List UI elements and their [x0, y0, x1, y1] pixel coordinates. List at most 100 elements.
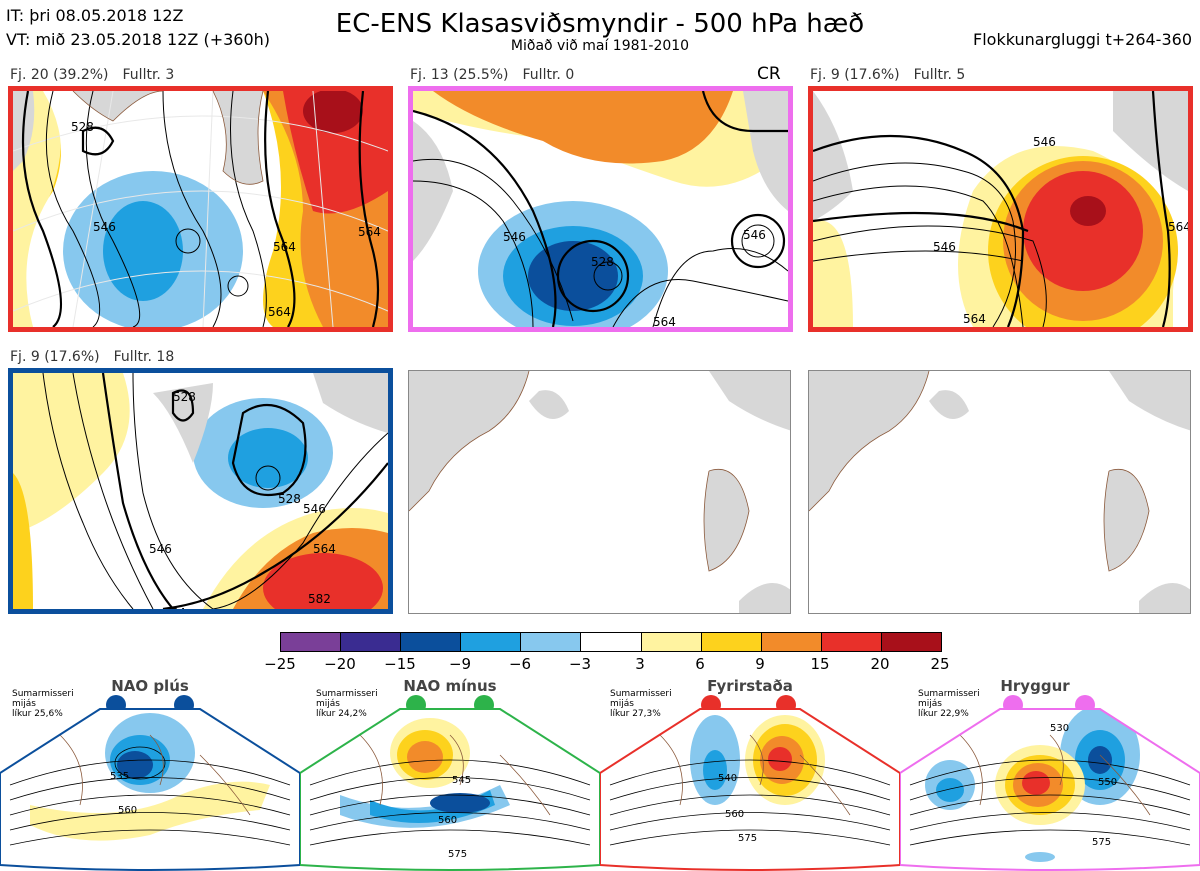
empty-map-5	[408, 370, 791, 614]
regime-prob: líkur 24,2%	[316, 709, 367, 719]
contour-label: 546	[303, 502, 326, 516]
contour-label: 564	[163, 606, 186, 609]
colorbar-cell	[821, 633, 882, 651]
cluster-2-map: 528 546 546 564	[408, 86, 793, 332]
cluster-2-label: Fj. 13 (25.5%) Fulltr. 0	[410, 67, 588, 83]
colorbar-cell	[761, 633, 822, 651]
regime-mean: mijás	[12, 699, 36, 709]
colorbar-tick: −20	[324, 655, 356, 673]
contour-label: 582	[308, 592, 331, 606]
colorbar-cell	[641, 633, 702, 651]
colorbar-tick: −3	[568, 655, 592, 673]
regime-map: 535 560	[0, 708, 300, 871]
contour-label: 528	[173, 390, 196, 404]
contour-label: 564	[653, 315, 676, 327]
colorbar-tick: −9	[448, 655, 472, 673]
contour-label: 575	[448, 849, 467, 860]
regime-season: Sumarmisseri	[918, 689, 980, 699]
contour-label: 530	[1050, 723, 1069, 734]
cluster-4-map: 528 528 546 546 564 564 582	[8, 368, 393, 614]
contour-label: 564	[313, 542, 336, 556]
contour-label: 564	[1168, 220, 1188, 234]
colorbar	[280, 632, 942, 652]
colorbar-cell	[521, 633, 582, 651]
contour-label: 546	[933, 240, 956, 254]
cluster-2-rep: Fulltr. 0	[522, 67, 575, 83]
regime-title: Fyrirstaða	[707, 677, 793, 695]
regime-prob: líkur 27,3%	[610, 709, 661, 719]
contour-label: 546	[93, 220, 116, 234]
cluster-1-count: Fj. 20 (39.2%)	[10, 67, 109, 83]
colorbar-tick: 9	[755, 655, 765, 673]
page-title: EC-ENS Klasasviðsmyndir - 500 hPa hæð	[335, 9, 865, 39]
contour-label: 540	[718, 773, 737, 784]
regime-info: Sumarmisseri mijás líkur 24,2%	[316, 689, 378, 719]
contour-label: 575	[738, 833, 757, 844]
regime-map: 530 550 575	[900, 708, 1200, 871]
regime-mean: mijás	[316, 699, 340, 709]
init-time: IT: þri 08.05.2018 12Z	[6, 6, 184, 25]
contour-label: 560	[438, 815, 457, 826]
page-subtitle: Miðað við maí 1981-2010	[510, 38, 690, 54]
cluster-2-tag: CR	[757, 64, 781, 84]
colorbar-cell	[581, 633, 642, 651]
regime-info: Sumarmisseri mijás líkur 22,9%	[918, 689, 980, 719]
cluster-1-label: Fj. 20 (39.2%) Fulltr. 3	[10, 67, 188, 83]
cluster-2-count: Fj. 13 (25.5%)	[410, 67, 509, 83]
colorbar-cell	[461, 633, 522, 651]
regime-season: Sumarmisseri	[12, 689, 74, 699]
empty-map-6	[808, 370, 1191, 614]
regime-prob: líkur 25,6%	[12, 709, 63, 719]
contour-label: 564	[358, 225, 381, 239]
regime-nao-plus: NAO plús Sumarmisseri mijás líkur 25,6% …	[0, 675, 300, 871]
contour-label: 564	[963, 312, 986, 326]
contour-label: 564	[273, 240, 296, 254]
colorbar-cell	[341, 633, 402, 651]
contour-label: 546	[149, 542, 172, 556]
regime-ridge: Hryggur Sumarmisseri mijás líkur 22,9%	[900, 675, 1200, 871]
contour-label: 528	[278, 492, 301, 506]
colorbar-cell	[881, 633, 942, 651]
colorbar-cell	[701, 633, 762, 651]
colorbar-cell	[401, 633, 462, 651]
colorbar-tick: 6	[695, 655, 705, 673]
cluster-3-rep: Fulltr. 5	[913, 67, 966, 83]
regime-blocking: Fyrirstaða Sumarmisseri mijás líkur 27,3…	[600, 675, 900, 871]
contour-label: 550	[1098, 777, 1117, 788]
regime-season: Sumarmisseri	[610, 689, 672, 699]
cluster-4-count: Fj. 9 (17.6%)	[10, 349, 100, 365]
regime-title: NAO plús	[111, 677, 189, 695]
contour-label: 528	[591, 255, 614, 269]
regime-mean: mijás	[918, 699, 942, 709]
cluster-4-label: Fj. 9 (17.6%) Fulltr. 18	[10, 349, 188, 365]
colorbar-cell	[281, 633, 342, 651]
colorbar-tick: 25	[930, 655, 950, 673]
regime-nao-minus: NAO mínus Sumarmisseri mijás líkur 24,2%	[300, 675, 600, 871]
cluster-3-label: Fj. 9 (17.6%) Fulltr. 5	[810, 67, 979, 83]
contour-label: 560	[118, 805, 137, 816]
colorbar-tick: 15	[810, 655, 830, 673]
colorbar-tick: −25	[264, 655, 296, 673]
contour-label: 575	[1092, 837, 1111, 848]
colorbar-tick: −15	[384, 655, 416, 673]
regime-season: Sumarmisseri	[316, 689, 378, 699]
contour-label: 546	[743, 228, 766, 242]
contour-label: 546	[1033, 135, 1056, 149]
regime-info: Sumarmisseri mijás líkur 25,6%	[12, 689, 74, 719]
cluster-1-rep: Fulltr. 3	[122, 67, 175, 83]
cluster-4-rep: Fulltr. 18	[113, 349, 175, 365]
regime-map: 540 560 575	[600, 708, 900, 871]
contour-label: 528	[71, 120, 94, 134]
contour-label: 560	[725, 809, 744, 820]
contour-label: 535	[110, 771, 129, 782]
regime-prob: líkur 22,9%	[918, 709, 969, 719]
colorbar-tick: 20	[870, 655, 890, 673]
regime-map: 545 560 575	[300, 708, 600, 871]
contour-label: 546	[503, 230, 526, 244]
cluster-window: Flokkunargluggi t+264-360	[973, 30, 1192, 49]
regime-title: NAO mínus	[403, 677, 497, 695]
regime-mean: mijás	[610, 699, 634, 709]
cluster-3-map: 546 546 564 564	[808, 86, 1193, 332]
colorbar-tick: 3	[635, 655, 645, 673]
valid-time: VT: mið 23.05.2018 12Z (+360h)	[6, 30, 271, 49]
